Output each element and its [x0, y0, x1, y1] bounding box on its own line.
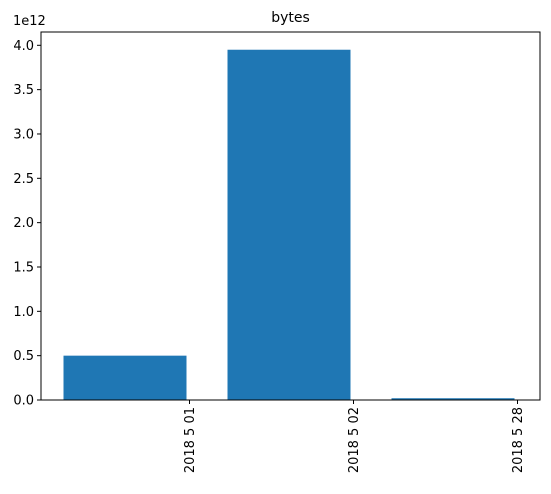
- x-tick-label: 2018 5 28: [511, 407, 526, 473]
- y-tick-label: 2.5: [13, 172, 34, 187]
- x-tick-label: 2018 5 02: [347, 407, 362, 473]
- ticks-layer: 0.0 0.5 1.0 1.5 2.0 2.5 3.0 3.5 4.0 2018 5 01 2018…: [13, 39, 526, 473]
- bar-2: [227, 49, 351, 401]
- x-tick-label: 2018 5 01: [183, 407, 198, 473]
- y-offset-label: 1e12: [13, 14, 46, 29]
- bar-1: [63, 355, 187, 400]
- axes-layer: [40, 31, 541, 401]
- bar-3: [391, 398, 515, 400]
- y-tick-label: 0.5: [13, 349, 34, 364]
- y-tick-label: 1.5: [13, 260, 34, 275]
- y-tick-label: 2.0: [13, 216, 34, 231]
- y-tick-label: 3.0: [13, 127, 34, 142]
- chart-title: bytes: [271, 10, 310, 26]
- y-tick-label: 0.0: [13, 394, 34, 409]
- y-tick-label: 3.5: [13, 83, 34, 98]
- y-tick-label: 1.0: [13, 305, 34, 320]
- bars-layer: [63, 49, 515, 401]
- y-tick-label: 4.0: [13, 39, 34, 54]
- plot-frame: [40, 31, 541, 401]
